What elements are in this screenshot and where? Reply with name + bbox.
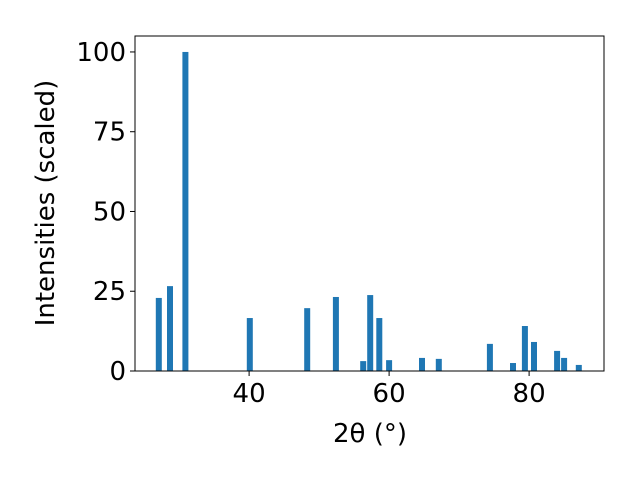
bar [510, 363, 516, 371]
bar [376, 318, 383, 371]
bar [167, 286, 173, 371]
bar [435, 358, 442, 371]
x-tick-label: 80 [513, 379, 546, 409]
y-axis-label: Intensities (scaled) [31, 80, 61, 327]
bar [182, 51, 189, 371]
plot-frame [134, 35, 605, 372]
y-tick-label: 50 [93, 197, 126, 227]
bar [386, 360, 393, 371]
y-tick-label: 75 [93, 118, 126, 148]
bar [246, 318, 253, 371]
bar [486, 343, 493, 371]
bar [155, 297, 162, 371]
bar [554, 350, 561, 371]
bar [575, 364, 582, 371]
bar [367, 295, 374, 371]
bar [521, 326, 528, 371]
bar [304, 308, 311, 371]
x-tick-label: 40 [233, 379, 266, 409]
bar [561, 357, 568, 371]
bar [360, 361, 367, 371]
bar [419, 357, 425, 371]
y-tick-label: 25 [93, 277, 126, 307]
bar [531, 341, 537, 371]
bar [332, 296, 339, 371]
x-tick-label: 60 [373, 379, 406, 409]
x-axis-label: 2θ (°) [333, 419, 407, 449]
y-tick-label: 0 [109, 357, 126, 387]
y-tick-label: 100 [76, 38, 126, 68]
